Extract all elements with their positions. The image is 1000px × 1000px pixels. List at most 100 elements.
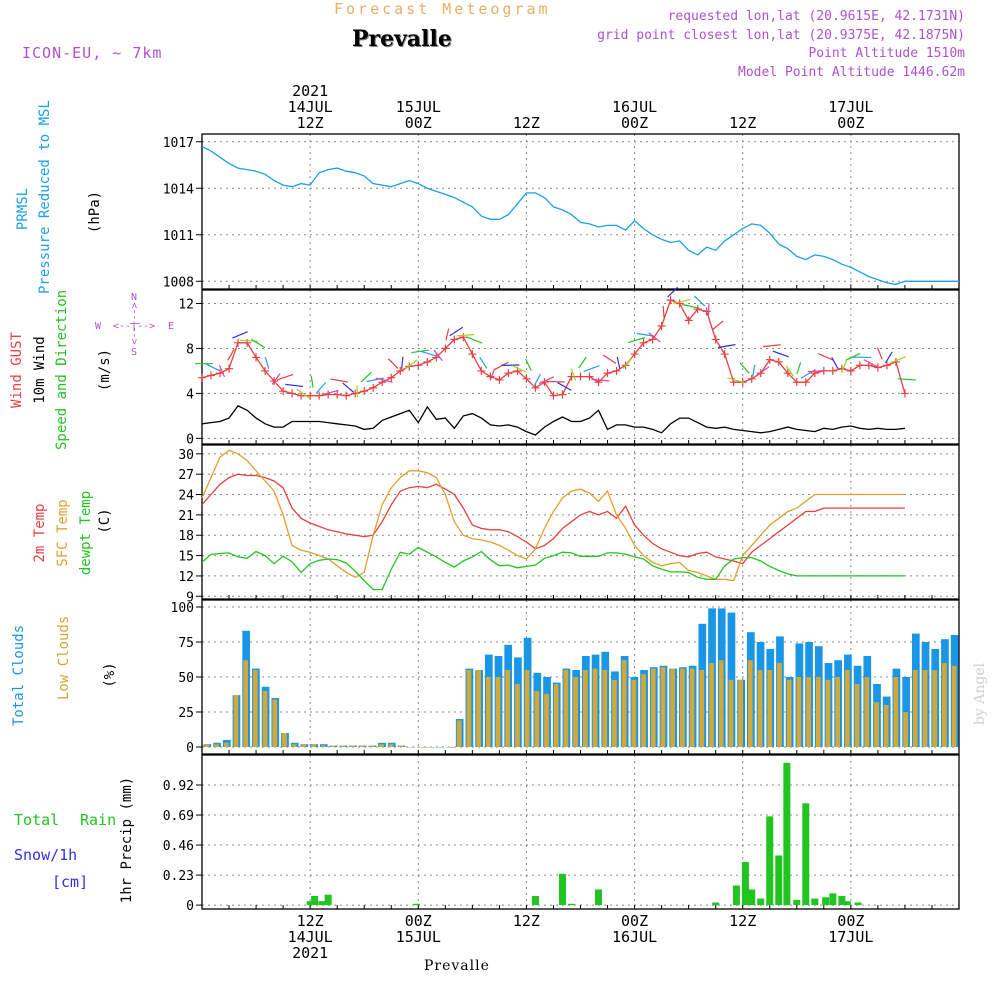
low-cloud-bar [854, 684, 860, 747]
y-tick-label: 24 [178, 489, 194, 504]
model-point-altitude: Model Point Altitude 1446.62m [738, 65, 965, 80]
gust-marker [558, 390, 567, 399]
low-cloud-bar [699, 670, 705, 747]
rain-bar [318, 901, 326, 906]
y-tick-label: 8 [186, 342, 194, 357]
gust-marker [423, 357, 432, 366]
pressure-line [201, 145, 959, 286]
low-cloud-bar [641, 674, 646, 747]
low-cloud-bar [942, 663, 947, 747]
wind-direction-arrow [796, 362, 802, 375]
top-time-label: 00Z [405, 114, 432, 132]
gust-marker [369, 383, 378, 392]
low-cloud-bar [592, 668, 598, 747]
top-time-label: 12Z [297, 114, 324, 132]
y-tick-label: 50 [178, 671, 194, 686]
bottom-time-label: 17JUL [828, 928, 873, 946]
wind-direction-arrow [672, 298, 691, 305]
wind-direction-arrow [205, 363, 221, 372]
low-cloud-bar [398, 745, 404, 747]
wind-direction-arrow [525, 358, 532, 371]
wind-direction-arrow [727, 377, 745, 384]
rain-bar [829, 893, 837, 906]
rain-bar [531, 895, 539, 906]
gust-marker [477, 366, 486, 375]
gust-marker [315, 391, 324, 400]
low-cloud-bar [204, 744, 210, 747]
wind-direction-arrow [456, 333, 475, 337]
wind-direction-arrow [831, 357, 839, 369]
wind-direction-arrow [616, 356, 621, 369]
low-cloud-bar [379, 744, 384, 747]
model-label: ICON-EU, ~ 7km [22, 44, 163, 62]
wind-direction-arrow [330, 378, 348, 383]
snow-label: Snow/1h [14, 846, 78, 864]
low-cloud-bar [253, 670, 258, 747]
low-cloud-bar [214, 744, 219, 747]
y-tick-label: 9 [186, 590, 194, 605]
low-cloud-bar [534, 691, 540, 747]
rain-bar [802, 803, 810, 906]
y-tick-label: 0.23 [163, 869, 194, 884]
wind-direction-arrow [667, 286, 679, 298]
gust-marker [252, 353, 261, 362]
gust-marker [639, 338, 648, 347]
wind-direction-arrow [445, 328, 450, 341]
low-cloud-bar [553, 684, 559, 747]
low-cloud-bar [573, 677, 578, 747]
rain-bar [822, 897, 830, 906]
rain-bar [757, 898, 765, 906]
low-cloud-bar [670, 668, 676, 747]
gust-marker [333, 390, 342, 399]
low-cloud-bar [447, 747, 452, 748]
wind-direction-arrow [752, 364, 756, 377]
wind-direction-arrow [591, 378, 610, 382]
wind-direction-arrow [494, 361, 509, 371]
wind-direction-arrow [433, 349, 444, 362]
bottom-time-label: 12Z [297, 912, 324, 930]
y-tick-label: 4 [186, 387, 194, 402]
wind-direction-arrow [366, 377, 384, 383]
low-cloud-bar [311, 744, 316, 747]
wind-direction-arrow [622, 357, 633, 369]
gust-marker [306, 391, 315, 400]
gust-marker [342, 391, 351, 400]
y-tick-label: 0.46 [163, 839, 194, 854]
low-cloud-bar [621, 660, 627, 747]
wind-direction-arrow [885, 351, 893, 364]
wind-direction-arrow [316, 382, 327, 394]
y-tick-label: 1008 [163, 275, 194, 290]
gust-marker [297, 391, 306, 400]
gust-marker [873, 363, 882, 372]
gust-marker [531, 383, 540, 392]
grid-point-coords: grid point closest lon,lat (20.9375E, 42… [597, 28, 965, 43]
gust-marker [441, 344, 450, 353]
wind-direction-arrow [711, 320, 724, 331]
top-time-label: 12Z [729, 114, 756, 132]
y-tick-label: 12 [178, 570, 194, 585]
low-cloud-bar [718, 660, 724, 747]
top-time-label: 2021 [292, 82, 328, 100]
rain-bar [775, 855, 783, 906]
top-time-label: 17JUL [828, 98, 873, 116]
wind-direction-arrow [420, 350, 438, 358]
gust-marker [279, 387, 288, 396]
gust-marker [630, 350, 639, 359]
wind-speed-line [201, 404, 905, 436]
wind-direction-arrow [578, 356, 587, 369]
gust-marker [855, 361, 864, 370]
rain-bar [311, 895, 319, 906]
low-cloud-bar [680, 668, 685, 747]
gust-marker [900, 389, 909, 398]
top-time-label: 00Z [621, 114, 648, 132]
wind-direction-arrow [707, 303, 710, 316]
rain-bar [306, 901, 314, 906]
low-cloud-bar [524, 670, 530, 747]
low-cloud-bar [243, 660, 249, 747]
gust-marker [603, 369, 612, 378]
wind-direction-arrow [762, 344, 781, 348]
gust-marker [747, 374, 756, 383]
gust-marker [288, 389, 297, 398]
wind-direction-arrow [405, 359, 418, 370]
